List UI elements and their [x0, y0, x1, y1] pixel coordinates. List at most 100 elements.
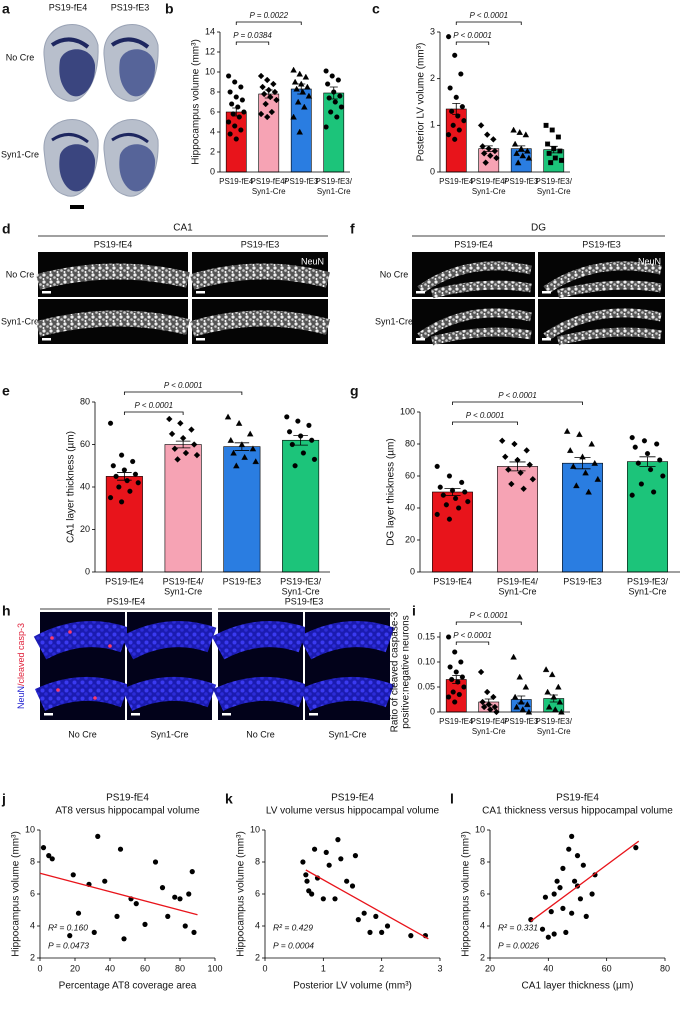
data-point — [110, 463, 116, 469]
significance-bracket — [455, 41, 490, 45]
y-tick-label: 10 — [205, 66, 215, 76]
y-axis-label: positive:negative neurons — [401, 615, 412, 728]
data-point — [355, 917, 361, 923]
chart-subtitle: LV volume versus hippocampal volume — [266, 806, 440, 817]
data-point — [484, 131, 491, 138]
data-point — [323, 68, 329, 74]
data-point — [127, 488, 133, 494]
data-point — [529, 475, 537, 483]
data-point — [589, 891, 595, 897]
data-point — [434, 463, 440, 469]
data-point — [502, 453, 509, 461]
row-label: Syn1-Cre — [1, 149, 39, 159]
data-point — [491, 703, 499, 711]
data-point — [456, 127, 462, 133]
chart-title: PS19-fE4 — [556, 793, 599, 804]
cell-layer — [35, 263, 190, 290]
data-point — [70, 872, 76, 878]
data-point — [305, 92, 313, 99]
data-point — [629, 492, 635, 498]
x-tick-label: PS19-fE3 — [223, 576, 262, 586]
data-point — [238, 84, 244, 90]
y-tick-label: 10 — [475, 824, 485, 834]
significance-bracket — [452, 421, 518, 425]
data-point — [287, 429, 293, 435]
data-point — [452, 699, 458, 705]
data-point — [487, 152, 494, 159]
fit-line — [39, 872, 198, 916]
data-point — [549, 127, 555, 133]
data-point — [517, 698, 525, 705]
data-point — [384, 923, 391, 929]
data-point — [461, 684, 467, 690]
casp3-cell — [50, 636, 54, 640]
data-point — [459, 674, 465, 680]
data-point — [107, 495, 114, 501]
data-point — [449, 487, 456, 493]
data-point — [259, 83, 266, 91]
data-point — [542, 894, 549, 900]
data-point — [511, 140, 519, 147]
y-tick-label: 0 — [410, 566, 415, 576]
data-point — [226, 119, 232, 125]
data-point — [641, 438, 647, 444]
y-tick-label: 4 — [30, 920, 35, 930]
data-point — [563, 427, 571, 434]
data-point — [297, 80, 305, 87]
data-point — [522, 131, 530, 138]
data-point — [296, 128, 303, 135]
data-point — [133, 901, 139, 907]
y-tick-label: 6 — [30, 888, 35, 898]
x-tick-label: 0 — [262, 963, 267, 973]
data-point — [230, 111, 236, 117]
data-point — [113, 473, 119, 479]
data-point — [458, 659, 464, 665]
data-point — [555, 683, 562, 690]
y-axis-label: CA1 layer thickness (µm) — [66, 431, 77, 543]
data-point — [329, 73, 335, 79]
scale-bar — [196, 291, 205, 294]
y-tick-label: 80 — [80, 396, 90, 406]
row-label: Syn1-Cre — [1, 316, 39, 326]
cell-layer — [211, 621, 308, 660]
scale-bar — [416, 338, 425, 341]
x-tick-label: 100 — [207, 963, 222, 973]
data-point — [450, 122, 456, 128]
data-point — [95, 833, 101, 840]
x-tick-label: PS19-fE4 — [219, 177, 254, 186]
data-point — [552, 155, 558, 161]
p-value: P < 0.0001 — [453, 31, 492, 40]
cell-layer — [189, 263, 331, 290]
y-tick-label: 0 — [210, 166, 215, 176]
data-point — [323, 124, 329, 130]
data-point — [582, 469, 589, 476]
p-value: P < 0.0001 — [453, 631, 492, 640]
data-point — [579, 453, 586, 460]
data-point — [338, 104, 344, 110]
data-point — [459, 479, 465, 485]
column-label: PS19-fE3 — [582, 239, 621, 249]
x-tick-label: 40 — [105, 963, 115, 973]
data-point — [517, 145, 525, 152]
data-point — [571, 878, 578, 884]
panel-letter: f — [350, 221, 355, 237]
data-point — [121, 467, 127, 473]
data-point — [446, 694, 452, 700]
data-point — [294, 98, 302, 105]
row-label: No Cre — [6, 269, 35, 279]
x-tick-label: Syn1-Cre — [317, 187, 351, 196]
significance-bracket — [452, 401, 583, 405]
bar — [290, 88, 312, 173]
data-point — [632, 444, 638, 450]
x-tick-label: PS19-fE3 — [504, 717, 539, 726]
data-point — [657, 457, 663, 463]
y-tick-label: 2 — [430, 73, 435, 83]
data-point — [326, 95, 332, 101]
data-point — [513, 703, 520, 710]
data-point — [434, 511, 440, 517]
data-point — [557, 148, 563, 154]
p-value: P < 0.0001 — [498, 391, 537, 400]
chart-subtitle: AT8 versus hippocampal volume — [55, 806, 200, 817]
data-point — [67, 933, 73, 939]
data-point — [526, 461, 533, 469]
